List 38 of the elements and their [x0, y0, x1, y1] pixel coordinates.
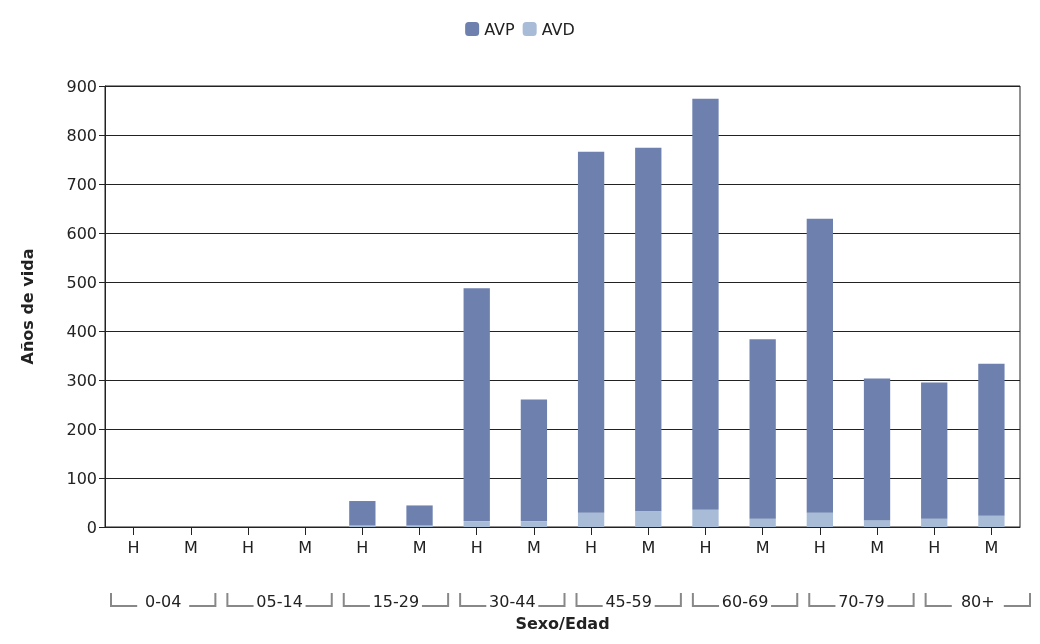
text: 45-59 — [605, 591, 652, 611]
text: 60-69 — [721, 591, 769, 611]
legend-label: AVD — [541, 19, 575, 39]
text: 70-79 — [838, 591, 885, 611]
x-tick-label: M — [298, 537, 313, 557]
text: 05-14 — [256, 591, 303, 611]
x-axis-title: Sexo/Edad — [515, 613, 610, 633]
y-tick-label: 900 — [66, 76, 97, 96]
x-tick-label: H — [127, 537, 140, 557]
x-tick-label: H — [470, 537, 483, 557]
x-tick-label: M — [870, 537, 884, 557]
text: 30-44 — [489, 591, 536, 611]
x-tick-label: M — [984, 537, 999, 557]
x-tick-label: M — [641, 537, 656, 557]
x-tick-label: M — [527, 537, 541, 557]
y-axis-title: Años de vida — [17, 248, 37, 365]
x-tick-label: H — [699, 537, 712, 557]
text: 0-04 — [145, 591, 182, 611]
y-tick-label: 100 — [66, 468, 97, 488]
text: 80+ — [960, 591, 995, 611]
y-tick-label: 0 — [86, 517, 97, 537]
y-tick-label: 200 — [66, 419, 97, 439]
x-tick-label: M — [755, 537, 770, 557]
x-tick-label: H — [928, 537, 941, 557]
legend-label: AVP — [484, 19, 516, 39]
text: 15-29 — [372, 591, 420, 611]
y-tick-label: 500 — [66, 272, 97, 292]
y-tick-label: 400 — [66, 321, 97, 341]
y-tick-label: 300 — [66, 370, 97, 390]
x-tick-label: M — [412, 537, 427, 557]
x-tick-label: H — [241, 537, 254, 557]
x-tick-label: H — [813, 537, 826, 557]
x-tick-label: H — [356, 537, 369, 557]
x-tick-label: M — [183, 537, 198, 557]
y-tick-label: 600 — [66, 223, 97, 243]
y-tick-label: 700 — [66, 174, 97, 194]
x-tick-label: H — [585, 537, 598, 557]
y-tick-label: 800 — [66, 125, 97, 145]
